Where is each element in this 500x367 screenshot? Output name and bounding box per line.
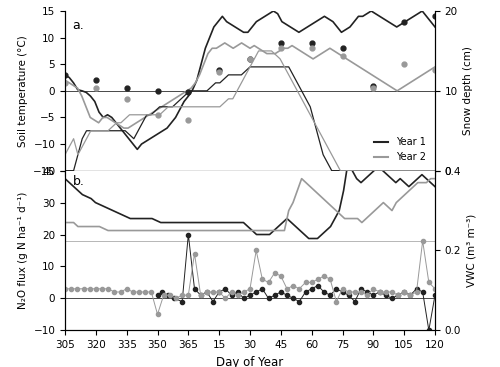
Y-axis label: Snow depth (cm): Snow depth (cm) [464,46,473,135]
Y-axis label: VWC (m³ m⁻³): VWC (m³ m⁻³) [467,214,477,287]
Legend: Year 1, Year 2: Year 1, Year 2 [370,133,430,166]
X-axis label: Day of Year: Day of Year [216,356,284,367]
Text: a.: a. [72,19,84,32]
Y-axis label: Soil temperature (°C): Soil temperature (°C) [18,35,28,147]
Y-axis label: N₂O flux (g N ha⁻¹ d⁻¹): N₂O flux (g N ha⁻¹ d⁻¹) [18,192,28,309]
Text: b.: b. [72,175,85,188]
